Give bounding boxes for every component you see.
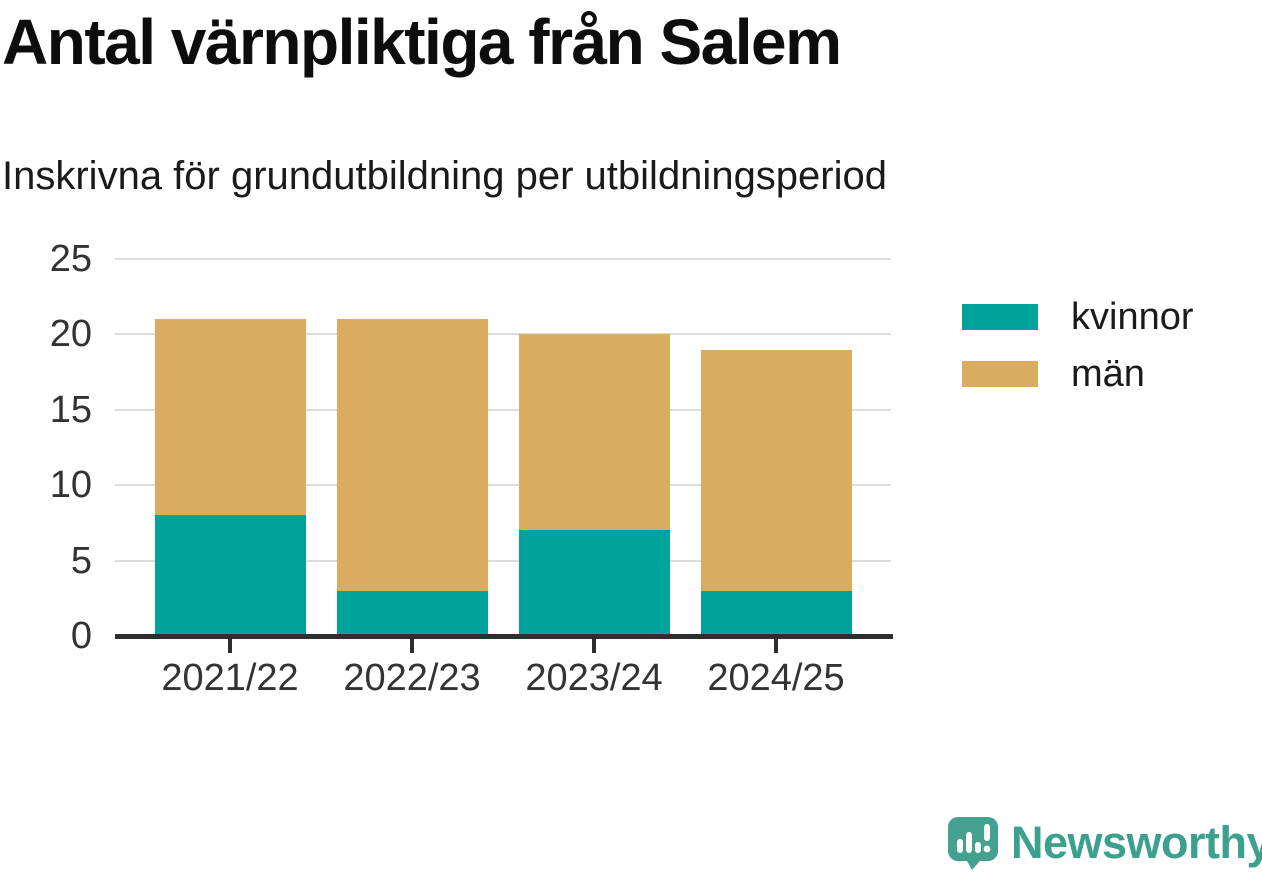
bar-2022-23-män bbox=[336, 319, 488, 591]
x-axis-label-2021-22: 2021/22 bbox=[161, 657, 299, 699]
y-axis-label-25: 25 bbox=[49, 238, 92, 280]
x-axis-line bbox=[115, 634, 893, 639]
y-axis-label-20: 20 bbox=[49, 313, 92, 356]
bar-2023-24-kvinnor bbox=[518, 530, 670, 636]
bar-2022-23-kvinnor bbox=[336, 590, 488, 636]
legend-swatch-kvinnor bbox=[962, 304, 1038, 330]
legend-item-kvinnor: kvinnor bbox=[962, 296, 1194, 338]
bar-2021-22-kvinnor bbox=[154, 515, 306, 636]
newsworthy-logo-icon bbox=[948, 817, 998, 870]
bar-2021-22-män bbox=[154, 319, 306, 516]
y-axis-label-15: 15 bbox=[49, 388, 92, 431]
y-axis-label-10: 10 bbox=[49, 464, 92, 507]
legend-label-män: män bbox=[1071, 353, 1145, 395]
x-tick-2022-23 bbox=[410, 639, 414, 653]
legend-swatch-män bbox=[962, 361, 1038, 387]
legend: kvinnor män bbox=[962, 296, 1194, 395]
bar-2024-25-män bbox=[700, 349, 852, 591]
x-axis-label-2024-25: 2024/25 bbox=[707, 657, 845, 699]
chart-subtitle: Inskrivna för grundutbildning per utbild… bbox=[2, 154, 887, 198]
y-axis-label-5: 5 bbox=[70, 539, 92, 582]
x-tick-2021-22 bbox=[228, 639, 232, 653]
gridline-y10 bbox=[115, 484, 891, 487]
chart-title: Antal värnpliktiga från Salem bbox=[2, 6, 842, 78]
newsworthy-branding: Newsworthy bbox=[947, 816, 1262, 870]
gridline-y5 bbox=[115, 559, 891, 562]
gridline-y25 bbox=[115, 258, 891, 260]
y-axis-label-0: 0 bbox=[70, 615, 92, 657]
x-tick-2023-24 bbox=[592, 639, 596, 653]
legend-label-kvinnor: kvinnor bbox=[1071, 296, 1194, 338]
legend-item-män: män bbox=[962, 353, 1194, 395]
gridline-y15 bbox=[115, 408, 891, 411]
x-axis-label-2023-24: 2023/24 bbox=[525, 657, 663, 699]
bar-2023-24-män bbox=[518, 334, 670, 531]
plot-area: 0 5 10 15 20 25 2021/22 2022/23 2023/24 2024/25 bbox=[50, 240, 893, 699]
bar-2024-25-kvinnor bbox=[700, 590, 852, 636]
x-tick-2024-25 bbox=[774, 639, 778, 653]
x-axis-label-2022-23: 2022/23 bbox=[343, 657, 481, 699]
newsworthy-logo-text: Newsworthy bbox=[1011, 817, 1262, 868]
gridline-y20 bbox=[115, 333, 891, 336]
